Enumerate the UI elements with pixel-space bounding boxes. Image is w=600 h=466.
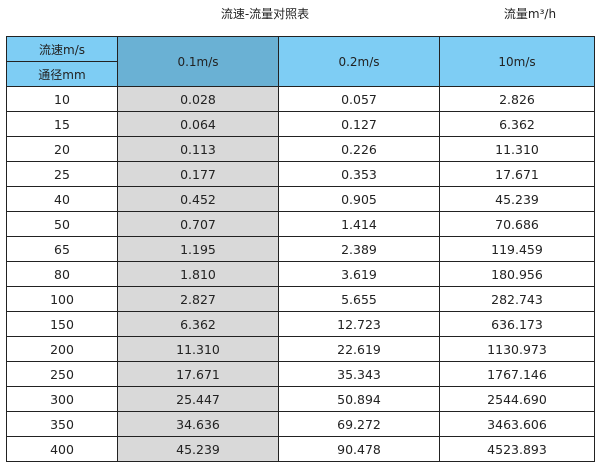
flow-cell: 12.723 [278,311,440,337]
velocity-header: 流速m/s [6,36,118,62]
flow-cell: 35.343 [278,361,440,387]
diameter-cell: 40 [6,186,118,212]
unit-label: 流量m³/h [503,7,557,21]
diameter-cell: 65 [6,236,118,262]
flow-cell: 6.362 [439,111,595,137]
flow-cell: 2.389 [278,236,440,262]
flow-cell: 0.452 [117,186,279,212]
diameter-cell: 50 [6,211,118,237]
diameter-cell: 20 [6,136,118,162]
flow-cell: 34.636 [117,411,279,437]
diameter-cell: 300 [6,386,118,412]
flow-cell: 45.239 [439,186,595,212]
flow-cell: 282.743 [439,286,595,312]
table-row: 15 0.064 0.127 6.362 [6,111,595,137]
diameter-cell: 25 [6,161,118,187]
flow-cell: 1.810 [117,261,279,287]
flow-cell: 22.619 [278,336,440,362]
column-header: 10m/s [439,36,595,87]
flow-cell: 3463.606 [439,411,595,437]
flow-cell: 636.173 [439,311,595,337]
flow-cell: 45.239 [117,436,279,462]
table-row: 80 1.810 3.619 180.956 [6,261,595,287]
flow-cell: 70.686 [439,211,595,237]
flow-cell: 1.414 [278,211,440,237]
flow-cell: 0.127 [278,111,440,137]
flow-cell: 25.447 [117,386,279,412]
diameter-cell: 10 [6,86,118,112]
flow-cell: 50.894 [278,386,440,412]
diameter-cell: 350 [6,411,118,437]
flow-cell: 4523.893 [439,436,595,462]
table-row: 100 2.827 5.655 282.743 [6,286,595,312]
column-header: 0.1m/s [117,36,279,87]
diameter-header: 通径mm [6,61,118,87]
flow-cell: 0.177 [117,161,279,187]
flow-cell: 0.707 [117,211,279,237]
flow-cell: 5.655 [278,286,440,312]
flow-cell: 0.028 [117,86,279,112]
flow-cell: 2.827 [117,286,279,312]
diameter-cell: 15 [6,111,118,137]
table-row: 10 0.028 0.057 2.826 [6,86,595,112]
flow-cell: 0.113 [117,136,279,162]
flow-cell: 11.310 [117,336,279,362]
table-row: 200 11.310 22.619 1130.973 [6,336,595,362]
flow-cell: 0.226 [278,136,440,162]
flow-cell: 0.353 [278,161,440,187]
flow-cell: 1767.146 [439,361,595,387]
flow-cell: 2.826 [439,86,595,112]
diameter-cell: 80 [6,261,118,287]
diameter-cell: 150 [6,311,118,337]
flow-cell: 0.057 [278,86,440,112]
flow-cell: 17.671 [117,361,279,387]
flow-table: 流速m/s 0.1m/s 0.2m/s 10m/s 通径mm 10 0.028 0.… [6,36,595,462]
flow-cell: 0.064 [117,111,279,137]
diameter-cell: 200 [6,336,118,362]
table-row: 350 34.636 69.272 3463.606 [6,411,595,437]
table-row: 150 6.362 12.723 636.173 [6,311,595,337]
flow-cell: 11.310 [439,136,595,162]
column-header: 0.2m/s [278,36,440,87]
table-row: 40 0.452 0.905 45.239 [6,186,595,212]
table-row: 50 0.707 1.414 70.686 [6,211,595,237]
flow-cell: 3.619 [278,261,440,287]
flow-cell: 69.272 [278,411,440,437]
flow-cell: 2544.690 [439,386,595,412]
table-row: 25 0.177 0.353 17.671 [6,161,595,187]
diameter-cell: 100 [6,286,118,312]
table-title: 流速-流量对照表 [220,7,310,21]
flow-cell: 90.478 [278,436,440,462]
table-row: 250 17.671 35.343 1767.146 [6,361,595,387]
flow-cell: 180.956 [439,261,595,287]
flow-cell: 0.905 [278,186,440,212]
flow-cell: 17.671 [439,161,595,187]
flow-cell: 119.459 [439,236,595,262]
flow-cell: 1130.973 [439,336,595,362]
table-row: 20 0.113 0.226 11.310 [6,136,595,162]
table-row: 400 45.239 90.478 4523.893 [6,436,595,462]
flow-cell: 6.362 [117,311,279,337]
flow-cell: 1.195 [117,236,279,262]
diameter-cell: 400 [6,436,118,462]
table-row: 300 25.447 50.894 2544.690 [6,386,595,412]
table-row: 65 1.195 2.389 119.459 [6,236,595,262]
diameter-cell: 250 [6,361,118,387]
